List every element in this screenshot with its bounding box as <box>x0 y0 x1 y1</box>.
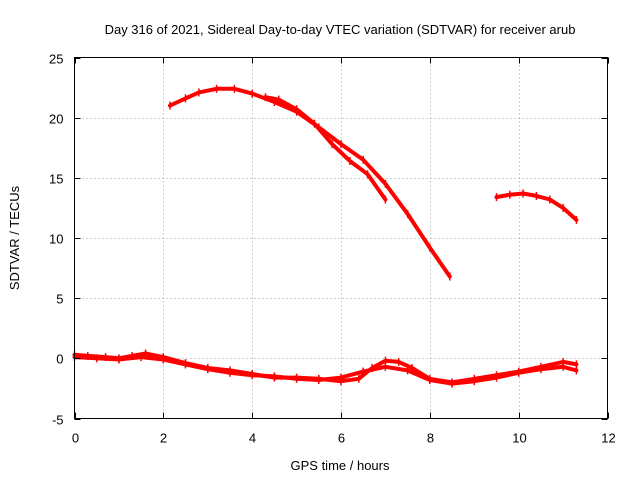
y-axis-label: SDTVAR / TECUs <box>7 185 22 290</box>
x-axis-label: GPS time / hours <box>291 458 390 473</box>
series-line-baseline-2 <box>72 355 579 386</box>
x-tick-label: 6 <box>338 431 345 446</box>
x-tick-label: 0 <box>72 431 79 446</box>
x-tick-label: 8 <box>427 431 434 446</box>
chart-title: Day 316 of 2021, Sidereal Day-to-day VTE… <box>105 22 576 37</box>
x-tick-label: 10 <box>512 431 526 446</box>
grid <box>74 57 608 419</box>
y-tick-label: 0 <box>56 352 63 367</box>
y-tick-label: 20 <box>49 112 63 127</box>
x-tick-label: 4 <box>249 431 256 446</box>
x-tick-label: 2 <box>160 431 167 446</box>
y-tick-label: 25 <box>49 52 63 67</box>
series-line-arc-2 <box>263 95 388 202</box>
y-tick-label: 5 <box>56 292 63 307</box>
series-line-arc-1 <box>168 86 452 279</box>
y-tick-label: 15 <box>49 172 63 187</box>
x-tick-label: 12 <box>601 431 615 446</box>
axis-ticks: 0 2 4 6 8 10 12 -5 0 5 10 15 20 25 <box>49 52 616 446</box>
data-series <box>72 84 579 388</box>
y-tick-label: -5 <box>52 413 64 428</box>
y-tick-label: 10 <box>49 232 63 247</box>
